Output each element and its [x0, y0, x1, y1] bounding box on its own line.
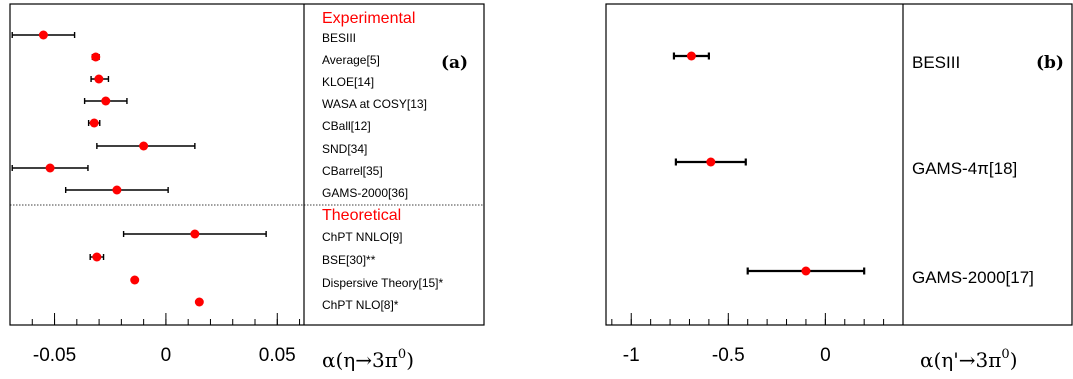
entry-label: SND[34] [322, 142, 367, 156]
data-point [801, 266, 811, 276]
entry-label: BSE[30]** [322, 253, 376, 267]
entry-label: BESIII [912, 53, 960, 72]
entry-label: ChPT NLO[8]* [322, 298, 399, 312]
section-title: Experimental [322, 10, 415, 27]
panel-a: -0.05 0 0.05 Experimental BESIII Average[5] KL… [9, 3, 485, 372]
entry-label: Dispersive Theory[15]* [322, 276, 443, 290]
section-title: Theoretical [322, 207, 401, 224]
entry-label: BESIII [322, 31, 356, 45]
panel-tag: (a) [441, 53, 468, 73]
data-point [686, 51, 696, 61]
entry-label: Average[5] [322, 53, 380, 67]
data-point [38, 30, 48, 40]
data-point [139, 141, 149, 151]
x-axis-label: α(η→3π0) [322, 347, 414, 372]
x-tick-label: 0.05 [259, 345, 296, 366]
entry-label: GAMS-4π[18] [912, 159, 1017, 178]
data-point [91, 52, 101, 62]
x-tick-label: -0.05 [33, 345, 76, 366]
data-point [112, 185, 122, 195]
x-tick-label: -1 [623, 345, 640, 366]
x-axis-label: α(η'→3π0) [920, 347, 1018, 372]
entry-label: CBarrel[35] [322, 164, 383, 178]
panel-a-frame [9, 3, 485, 326]
data-point [194, 297, 204, 307]
entry-label: GAMS-2000[17] [912, 268, 1034, 287]
x-tick-label: -0.5 [712, 345, 745, 366]
data-point [94, 74, 104, 84]
data-point [101, 96, 111, 106]
x-tick-label: 0 [161, 345, 172, 366]
entry-label: KLOE[14] [322, 75, 374, 89]
data-point [130, 275, 140, 285]
data-point [706, 157, 716, 167]
data-point [190, 229, 200, 239]
panel-b: -1 -0.5 0 BESIII GAMS-4π[18] GAMS-2000[17] (b)… [605, 3, 1073, 372]
entry-label: WASA at COSY[13] [322, 97, 427, 111]
panel-tag: (b) [1036, 53, 1064, 73]
entry-label: ChPT NNLO[9] [322, 230, 402, 244]
data-point [92, 252, 102, 262]
entry-label: GAMS-2000[36] [322, 186, 408, 200]
data-point [89, 118, 99, 128]
entry-label: CBall[12] [322, 119, 371, 133]
data-point [45, 163, 55, 173]
x-tick-label: 0 [820, 345, 831, 366]
panel-b-frame [605, 3, 1073, 326]
